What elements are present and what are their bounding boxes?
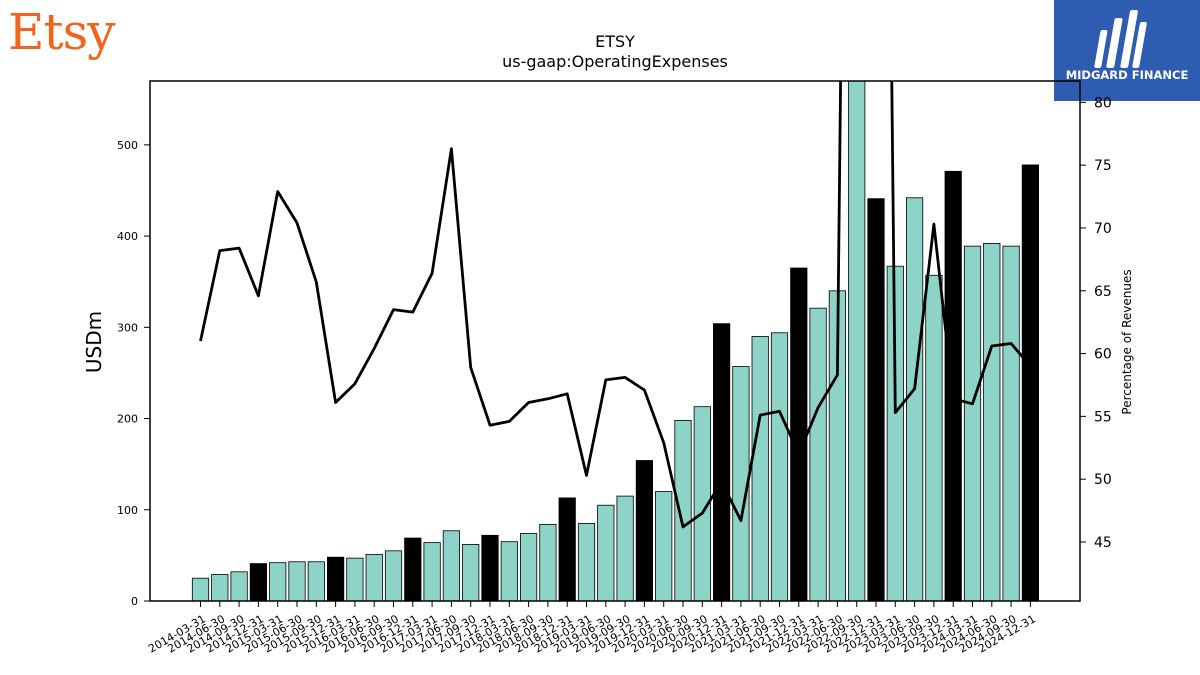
plot-area <box>191 81 1040 601</box>
bar-2023-06-30 <box>906 197 924 601</box>
chart-title: ETSY <box>595 32 635 51</box>
bar-2021-03-31 <box>732 366 750 601</box>
bar-2017-03-31 <box>423 542 441 601</box>
y-tick-label-300: 300 <box>117 321 138 334</box>
bar-2019-06-30 <box>597 504 615 601</box>
etsy-logo: Etsy <box>8 3 115 61</box>
y2-tick-label-60: 60 <box>1094 347 1112 363</box>
bar-2019-03-31 <box>577 523 596 601</box>
midgard-finance-logo: MIDGARD FINANCE <box>1054 0 1200 101</box>
bar-2016-06-30 <box>365 554 383 601</box>
y2-axis-label: Percentage of Revenues <box>1120 269 1134 414</box>
y2-tick-label-65: 65 <box>1094 284 1112 300</box>
bar-2014-12-31 <box>249 563 267 601</box>
bar-2014-03-31 <box>191 577 210 601</box>
bar-2015-06-30 <box>288 561 306 601</box>
bar-2020-09-30 <box>693 406 711 601</box>
bar-2014-09-30 <box>230 571 248 601</box>
y-tick-label-200: 200 <box>117 413 138 426</box>
bar-2019-12-31 <box>635 460 654 601</box>
bar-2017-06-30 <box>442 530 461 601</box>
bar-2021-06-30 <box>751 336 769 601</box>
y2-tick-label-75: 75 <box>1094 158 1112 174</box>
midgard-finance-name: MIDGARD FINANCE <box>1065 68 1189 82</box>
bar-2018-09-30 <box>539 523 557 601</box>
bar-2019-09-30 <box>616 495 634 601</box>
bar-2022-03-31 <box>809 307 827 601</box>
bar-2018-03-31 <box>500 541 518 601</box>
bar-2024-12-31 <box>1021 164 1040 601</box>
bar-2020-06-30 <box>674 419 692 601</box>
bar-2020-03-31 <box>655 491 673 601</box>
bar-2014-06-30 <box>211 574 229 601</box>
bar-2021-09-30 <box>770 332 789 601</box>
y2-tick-label-80: 80 <box>1094 95 1112 111</box>
bar-2020-12-31 <box>713 323 731 601</box>
y2-tick-label-55: 55 <box>1094 409 1112 425</box>
bar-2024-06-30 <box>983 242 1001 601</box>
bar-2021-12-31 <box>790 267 808 601</box>
y-axis-label: USDm <box>82 311 106 373</box>
bar-2015-03-31 <box>269 562 287 601</box>
bar-2023-09-30 <box>925 274 943 601</box>
y-tick-label-100: 100 <box>117 504 138 517</box>
y2-tick-label-50: 50 <box>1094 472 1112 488</box>
y-tick-label-500: 500 <box>117 139 138 152</box>
plot-frame <box>149 80 1081 602</box>
bar-2022-09-30 <box>848 81 866 601</box>
bar-2015-09-30 <box>307 561 325 601</box>
y2-tick-label-70: 70 <box>1094 221 1112 237</box>
bar-2017-09-30 <box>462 544 480 601</box>
bar-2015-12-31 <box>326 556 345 601</box>
chart-subtitle: us-gaap:OperatingExpenses <box>502 52 728 71</box>
bar-2024-09-30 <box>1002 245 1020 601</box>
chart-title-block: ETSY us-gaap:OperatingExpenses <box>415 32 815 72</box>
bar-2016-12-31 <box>404 537 422 601</box>
y-tick-label-0: 0 <box>131 595 138 608</box>
y2-tick-label-45: 45 <box>1094 535 1112 551</box>
bar-2017-12-31 <box>481 534 499 601</box>
percentage-of-revenues-line <box>199 81 1032 529</box>
bar-2016-09-30 <box>384 550 403 601</box>
midgard-emblem-icon <box>1094 10 1147 68</box>
bar-2024-03-31 <box>963 245 982 601</box>
bar-2022-12-31 <box>867 198 885 601</box>
y-tick-label-400: 400 <box>117 230 138 243</box>
bar-2018-12-31 <box>558 497 576 601</box>
bar-2016-03-31 <box>346 557 364 601</box>
bar-2018-06-30 <box>520 533 538 601</box>
bar-2023-03-31 <box>886 265 904 601</box>
